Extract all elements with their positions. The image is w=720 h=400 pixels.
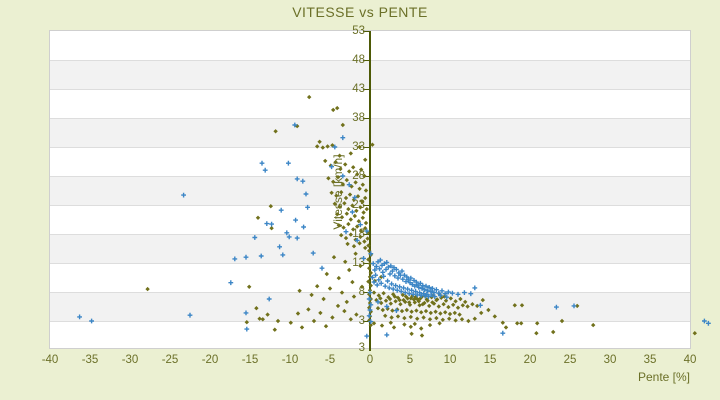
series-blue-points: [77, 122, 711, 339]
y-axis-tick: [363, 89, 369, 90]
y-axis-end-label: 3: [358, 342, 365, 354]
x-tick-label: 30: [603, 354, 617, 366]
y-tick-label: 38: [352, 112, 365, 124]
y-axis-tick: [363, 292, 369, 293]
x-tick-label: -40: [41, 354, 59, 366]
y-axis-tick: [363, 321, 369, 322]
y-tick-label: 28: [352, 170, 365, 182]
series-olive-points: [145, 94, 697, 338]
x-tick-label: -30: [121, 354, 139, 366]
x-tick-label: -25: [161, 354, 179, 366]
x-tick-label: -10: [281, 354, 299, 366]
x-tick-label: 20: [523, 354, 537, 366]
y-axis-tick: [363, 147, 369, 148]
x-tick-label: 5: [406, 354, 414, 366]
y-tick-label: 48: [352, 54, 365, 66]
y-tick-label: 3: [358, 315, 365, 327]
y-tick-label: 53: [352, 25, 365, 37]
x-tick-label: -5: [324, 354, 336, 366]
y-axis-tick: [363, 205, 369, 206]
y-axis-tick: [363, 118, 369, 119]
x-tick-label: 25: [563, 354, 577, 366]
y-axis-tick: [363, 234, 369, 235]
x-tick-label: -35: [81, 354, 99, 366]
y-tick-label: 8: [358, 286, 365, 298]
x-tick-label: -20: [201, 354, 219, 366]
y-axis-tick: [363, 263, 369, 264]
x-tick-label: 40: [683, 354, 697, 366]
y-axis-tick: [363, 60, 369, 61]
x-tick-label: -15: [241, 354, 259, 366]
x-axis-title: Pente [%]: [637, 370, 690, 384]
x-tick-label: 0: [366, 354, 374, 366]
x-tick-label: 15: [483, 354, 497, 366]
x-tick-label: 10: [443, 354, 457, 366]
y-tick-label: 43: [352, 83, 365, 95]
y-axis-line: [369, 31, 371, 351]
y-axis-tick: [363, 31, 369, 32]
x-tick-label: 35: [643, 354, 657, 366]
chart-title: VITESSE vs PENTE: [292, 4, 428, 20]
